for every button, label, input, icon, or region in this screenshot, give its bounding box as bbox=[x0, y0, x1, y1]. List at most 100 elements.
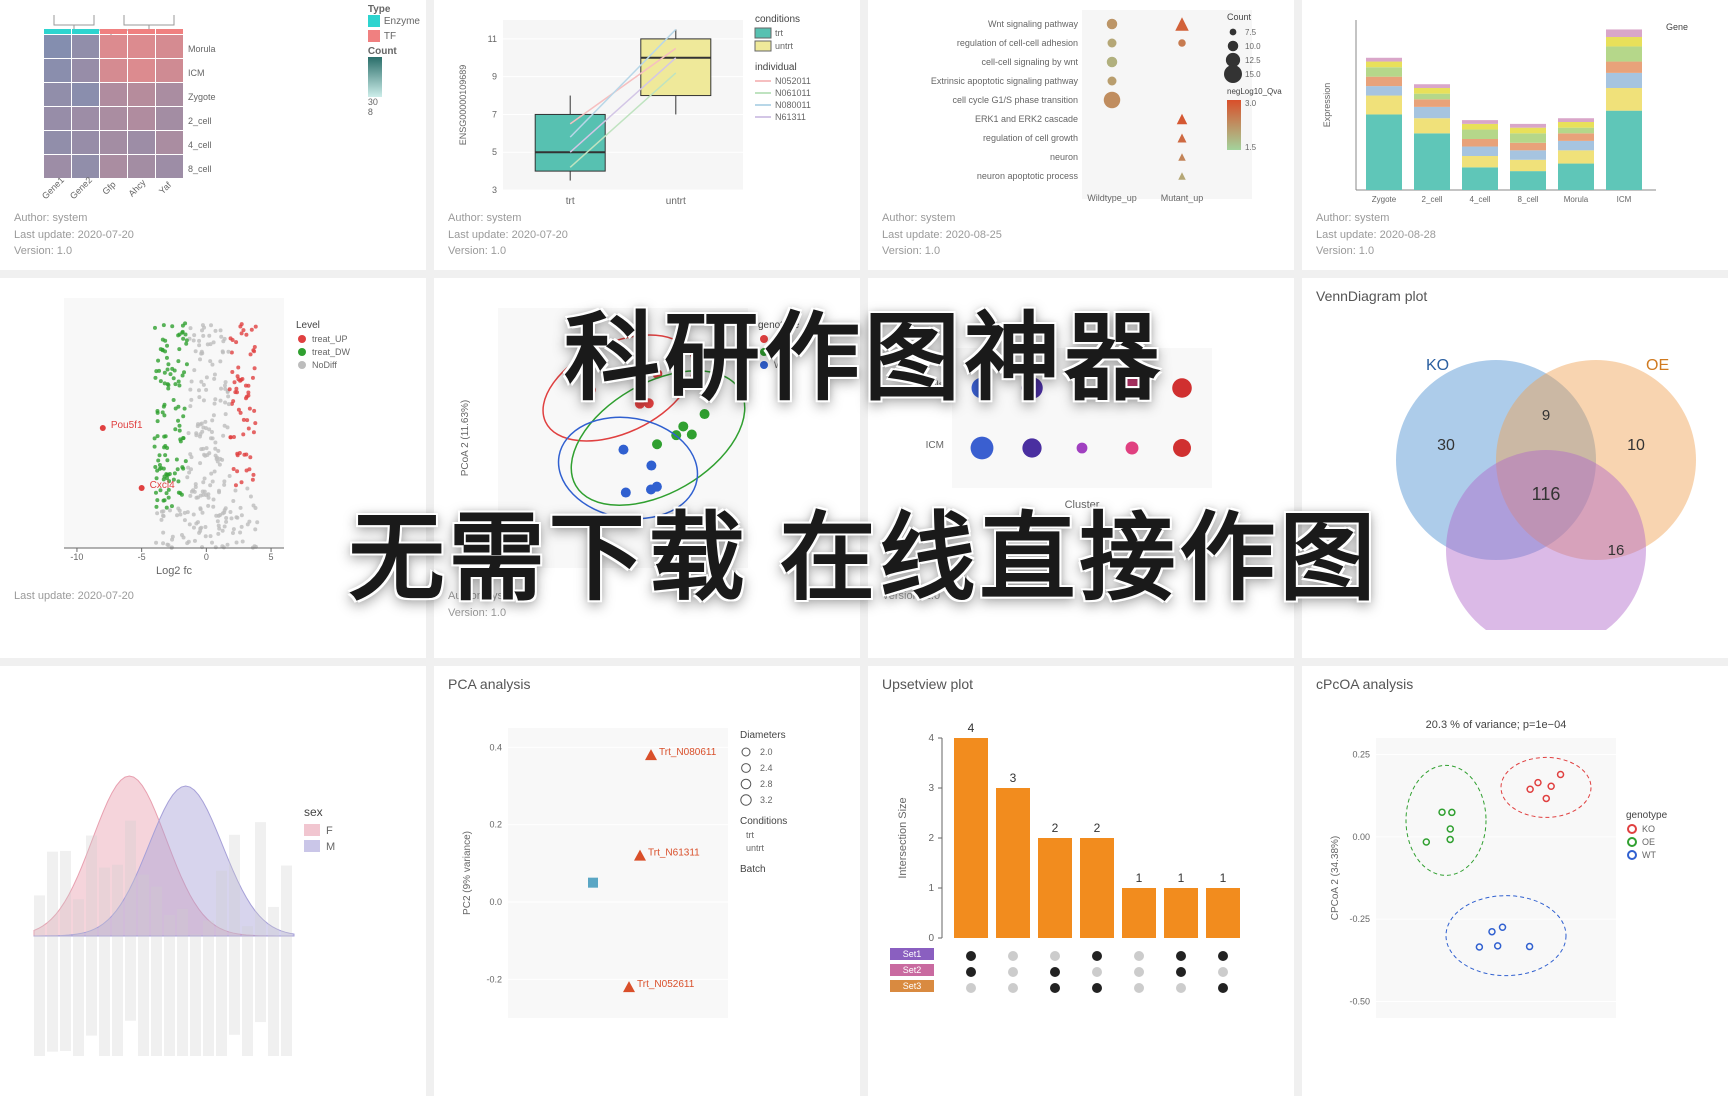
svg-text:0.0: 0.0 bbox=[489, 897, 502, 907]
svg-text:trt: trt bbox=[746, 830, 754, 840]
svg-text:NoDiff: NoDiff bbox=[312, 360, 337, 370]
svg-text:3: 3 bbox=[492, 185, 497, 195]
legend-max: 30 bbox=[368, 97, 378, 107]
svg-text:30: 30 bbox=[1437, 437, 1455, 454]
card-upset: Upsetview plot 012344322111Intersection … bbox=[868, 666, 1294, 1096]
svg-text:untrt: untrt bbox=[775, 41, 794, 51]
meta-author: Author: system bbox=[1316, 210, 1714, 227]
svg-text:ICM: ICM bbox=[926, 440, 944, 451]
svg-text:Wnt signaling pathway: Wnt signaling pathway bbox=[988, 19, 1079, 29]
svg-text:OE: OE bbox=[1646, 357, 1669, 374]
svg-text:N052011: N052011 bbox=[775, 76, 811, 86]
svg-text:15.0: 15.0 bbox=[1245, 70, 1261, 79]
svg-text:ERK1 and ERK2 cascade: ERK1 and ERK2 cascade bbox=[975, 114, 1078, 124]
svg-text:Gfp: Gfp bbox=[100, 179, 117, 196]
svg-text:2.8: 2.8 bbox=[760, 779, 773, 789]
svg-text:4_cell: 4_cell bbox=[1470, 195, 1491, 204]
meta-update: Last update: 2020-07-20 bbox=[14, 227, 412, 244]
upset-title: Upsetview plot bbox=[882, 676, 1280, 692]
card-heatmap: MorulaICMZygote2_cell4_cell8_cellGene1Ge… bbox=[0, 0, 426, 270]
svg-text:untrt: untrt bbox=[746, 843, 765, 853]
card-stacked: Zygote2_cell4_cell8_cellMorulaICMExpress… bbox=[1302, 0, 1728, 270]
meta-version: Version: 1.0 bbox=[14, 243, 412, 260]
svg-text:Zygote: Zygote bbox=[1372, 195, 1397, 204]
svg-text:trt: trt bbox=[566, 196, 575, 207]
svg-text:Morula: Morula bbox=[1564, 195, 1589, 204]
meta-update: Last update: 2020-08-28 bbox=[1316, 227, 1714, 244]
density-chart: sexFM bbox=[14, 676, 412, 1056]
venn-title: VennDiagram plot bbox=[1316, 288, 1714, 304]
boxplot-chart: 357911trtuntrtENSG00000109689conditionsc… bbox=[448, 10, 846, 210]
svg-text:8_cell: 8_cell bbox=[1518, 195, 1539, 204]
meta-update: Last update: 2020-08-25 bbox=[882, 227, 1280, 244]
meta-version: Version: 1.0 bbox=[448, 243, 846, 260]
svg-text:-0.50: -0.50 bbox=[1349, 997, 1370, 1007]
svg-text:Set2: Set2 bbox=[903, 965, 922, 975]
meta-update: Last update: 2020-07-20 bbox=[448, 227, 846, 244]
svg-text:Set1: Set1 bbox=[903, 949, 922, 959]
svg-text:Gene2: Gene2 bbox=[68, 175, 94, 201]
svg-text:0: 0 bbox=[928, 933, 934, 944]
svg-text:N080011: N080011 bbox=[775, 100, 811, 110]
pca-title: PCA analysis bbox=[448, 676, 846, 692]
svg-text:Trt_N080611: Trt_N080611 bbox=[659, 747, 717, 758]
dotplot-chart: Wnt signaling pathwayregulation of cell-… bbox=[882, 10, 1280, 210]
svg-text:Mutant_up: Mutant_up bbox=[1161, 193, 1204, 203]
svg-text:Morula: Morula bbox=[188, 44, 216, 54]
svg-text:ICM: ICM bbox=[188, 68, 205, 78]
svg-text:-10: -10 bbox=[70, 552, 83, 562]
svg-text:Intersection Size: Intersection Size bbox=[897, 797, 909, 878]
svg-text:untrt: untrt bbox=[666, 196, 686, 207]
svg-text:0: 0 bbox=[204, 552, 209, 562]
svg-text:5: 5 bbox=[269, 552, 274, 562]
meta-author: Author: system bbox=[448, 210, 846, 227]
svg-text:5: 5 bbox=[492, 147, 497, 157]
svg-text:cell-cell signaling by wnt: cell-cell signaling by wnt bbox=[981, 57, 1078, 67]
svg-text:neuron apoptotic process: neuron apoptotic process bbox=[977, 171, 1079, 181]
svg-text:Expression: Expression bbox=[1322, 83, 1332, 128]
svg-text:2_cell: 2_cell bbox=[188, 116, 212, 126]
svg-text:sex: sex bbox=[304, 805, 323, 819]
legend-title: Count bbox=[368, 46, 420, 57]
meta-author: Author: system bbox=[882, 210, 1280, 227]
count-gradient bbox=[368, 57, 386, 97]
meta-version: Version: 1.0 bbox=[882, 243, 1280, 260]
svg-text:Diameters: Diameters bbox=[740, 730, 786, 741]
svg-text:trt: trt bbox=[775, 28, 783, 38]
svg-text:116: 116 bbox=[1532, 484, 1561, 504]
meta-author: Author: system bbox=[14, 210, 412, 227]
svg-text:7: 7 bbox=[492, 109, 497, 119]
svg-text:treat_DW: treat_DW bbox=[312, 347, 351, 357]
svg-text:2: 2 bbox=[928, 833, 934, 844]
svg-text:ENSG00000109689: ENSG00000109689 bbox=[458, 65, 468, 146]
svg-text:PCoA 2 (11.63%): PCoA 2 (11.63%) bbox=[460, 400, 471, 477]
svg-text:OE: OE bbox=[1642, 837, 1655, 847]
heatmap-chart: MorulaICMZygote2_cell4_cell8_cellGene1Ge… bbox=[14, 10, 412, 210]
svg-text:treat_UP: treat_UP bbox=[312, 334, 348, 344]
svg-text:4: 4 bbox=[928, 733, 934, 744]
svg-text:N61311: N61311 bbox=[775, 112, 806, 122]
svg-text:-0.2: -0.2 bbox=[486, 974, 502, 984]
svg-text:4: 4 bbox=[968, 721, 975, 735]
overlay-line1: 科研作图神器 bbox=[564, 280, 1164, 419]
svg-text:cell cycle G1/S phase transiti: cell cycle G1/S phase transition bbox=[952, 95, 1078, 105]
svg-text:conditions: conditions bbox=[755, 14, 800, 25]
heatmap-legend: Type Enzyme TF Count 30 8 bbox=[368, 4, 420, 117]
stacked-chart: Zygote2_cell4_cell8_cellMorulaICMExpress… bbox=[1316, 10, 1714, 210]
svg-text:16: 16 bbox=[1608, 542, 1625, 559]
svg-text:3: 3 bbox=[928, 783, 934, 794]
svg-text:Gene1: Gene1 bbox=[40, 175, 66, 201]
svg-text:Cxcl4: Cxcl4 bbox=[150, 480, 175, 491]
svg-text:Batch: Batch bbox=[740, 864, 766, 875]
svg-text:neuron: neuron bbox=[1050, 152, 1078, 162]
card-pca: PCA analysis -0.20.00.20.4Trt_N080611Trt… bbox=[434, 666, 860, 1096]
svg-text:Ahcy: Ahcy bbox=[126, 177, 148, 199]
card-boxplot: 357911trtuntrtENSG00000109689conditionsc… bbox=[434, 0, 860, 270]
svg-text:Log2 fc: Log2 fc bbox=[156, 565, 193, 577]
cpcoa-chart: 20.3 % of variance; p=1e−04-0.50-0.250.0… bbox=[1316, 698, 1714, 1058]
svg-text:Conditions: Conditions bbox=[740, 816, 787, 827]
svg-text:11: 11 bbox=[488, 34, 497, 44]
svg-text:PC2 (9% variance): PC2 (9% variance) bbox=[462, 831, 473, 915]
svg-text:KO: KO bbox=[1642, 824, 1655, 834]
card-density: sexFM bbox=[0, 666, 426, 1096]
